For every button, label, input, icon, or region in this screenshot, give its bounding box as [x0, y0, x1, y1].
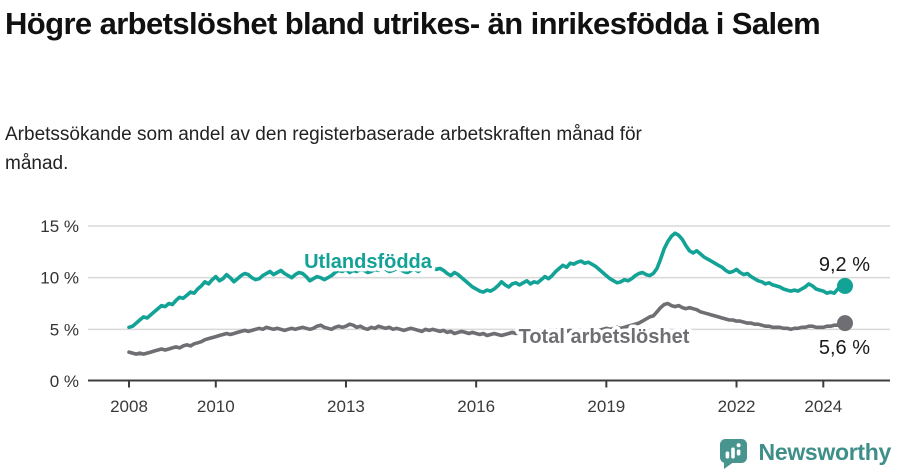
series-label-total-arbetsloshet: Total arbetslöshet	[519, 326, 690, 348]
x-tick-label: 2010	[197, 397, 235, 416]
x-tick-label: 2016	[457, 397, 495, 416]
series-label-utlandsfodda: Utlandsfödda	[304, 251, 433, 273]
chart-title: Högre arbetslöshet bland utrikes- än inr…	[5, 6, 821, 41]
newsworthy-brand: Newsworthy	[717, 436, 891, 469]
y-tick-label: 0 %	[50, 372, 79, 391]
y-tick-label: 15 %	[40, 217, 79, 236]
chart-subtitle: Arbetssökande som andel av den registerb…	[5, 124, 642, 174]
x-tick-label: 2019	[587, 397, 625, 416]
x-tick-label: 2022	[718, 397, 756, 416]
x-tick-label: 2013	[327, 397, 365, 416]
newsworthy-logo-icon	[719, 439, 747, 469]
series-endpoint-dot	[837, 277, 854, 294]
series-endpoint-dot	[837, 315, 854, 332]
x-tick-label: 2024	[804, 397, 842, 416]
x-tick-label: 2008	[110, 397, 148, 416]
y-tick-label: 5 %	[50, 320, 79, 339]
y-tick-label: 10 %	[40, 269, 79, 288]
end-value-label: 5,6 %	[819, 337, 870, 359]
series-line-utlandsfodda	[127, 231, 847, 330]
end-value-label: 9,2 %	[819, 254, 870, 276]
brand-name: Newsworthy	[758, 439, 892, 465]
series-line-total-arbetsloshet	[127, 301, 847, 356]
